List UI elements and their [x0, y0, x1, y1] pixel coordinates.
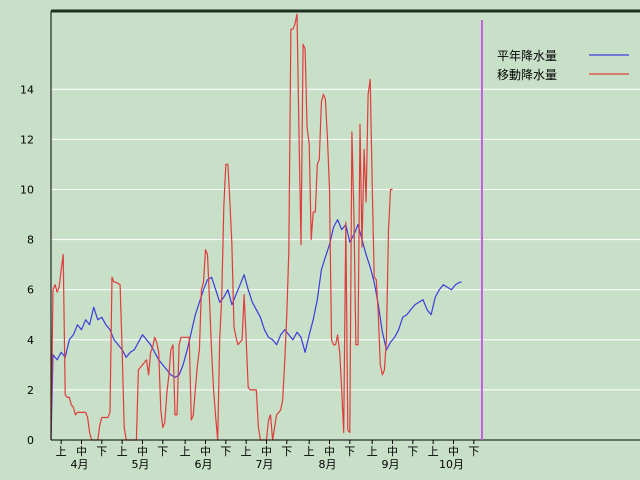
x-period-label: 下	[96, 445, 107, 458]
x-period-label: 中	[137, 445, 148, 458]
y-tick-label: 0	[27, 434, 34, 447]
x-period-label: 上	[117, 445, 128, 458]
x-period-label: 上	[367, 445, 378, 458]
x-period-label: 中	[324, 445, 335, 458]
x-period-label: 中	[261, 445, 272, 458]
y-tick-label: 6	[27, 284, 34, 297]
y-tick-label: 10	[20, 184, 34, 197]
x-axis-ticks: 上中下上中下上中下上中下上中下上中下上中下4月 5月 6月 7月 8月 9月 10月	[56, 440, 479, 471]
x-period-label: 中	[200, 445, 211, 458]
legend-label-normal: 平年降水量	[497, 49, 557, 63]
axes	[50, 9, 640, 441]
x-period-label: 上	[428, 445, 439, 458]
x-period-label: 中	[387, 445, 398, 458]
series-lines	[50, 13, 462, 441]
x-month-label: 9月	[381, 458, 399, 471]
x-month-label: 4月	[70, 458, 88, 471]
x-period-label: 下	[220, 445, 231, 458]
legend-label-moving: 移動降水量	[497, 68, 557, 82]
x-period-label: 上	[304, 445, 315, 458]
x-month-label: 7月	[255, 458, 273, 471]
series-line-moving	[50, 13, 393, 441]
x-period-label: 中	[448, 445, 459, 458]
y-axis-ticks: 0 2 4 6 8 10 12 14	[20, 83, 34, 447]
x-period-label: 下	[407, 445, 418, 458]
x-period-label: 下	[157, 445, 168, 458]
x-month-label: 5月	[131, 458, 149, 471]
x-month-label: 6月	[194, 458, 212, 471]
y-tick-label: 8	[27, 234, 34, 247]
x-period-label: 中	[76, 445, 87, 458]
series-line-normal	[50, 219, 462, 441]
x-period-label: 下	[281, 445, 292, 458]
x-month-label: 8月	[318, 458, 336, 471]
y-tick-label: 2	[27, 384, 34, 397]
x-period-label: 上	[56, 445, 67, 458]
legend: 平年降水量 移動降水量	[497, 49, 629, 82]
x-period-label: 下	[468, 445, 479, 458]
x-period-label: 上	[180, 445, 191, 458]
y-tick-label: 14	[20, 83, 34, 96]
x-period-label: 下	[344, 445, 355, 458]
y-tick-label: 4	[27, 334, 34, 347]
y-tick-label: 12	[20, 133, 34, 146]
x-month-label: 10月	[439, 458, 464, 471]
x-period-label: 上	[241, 445, 252, 458]
